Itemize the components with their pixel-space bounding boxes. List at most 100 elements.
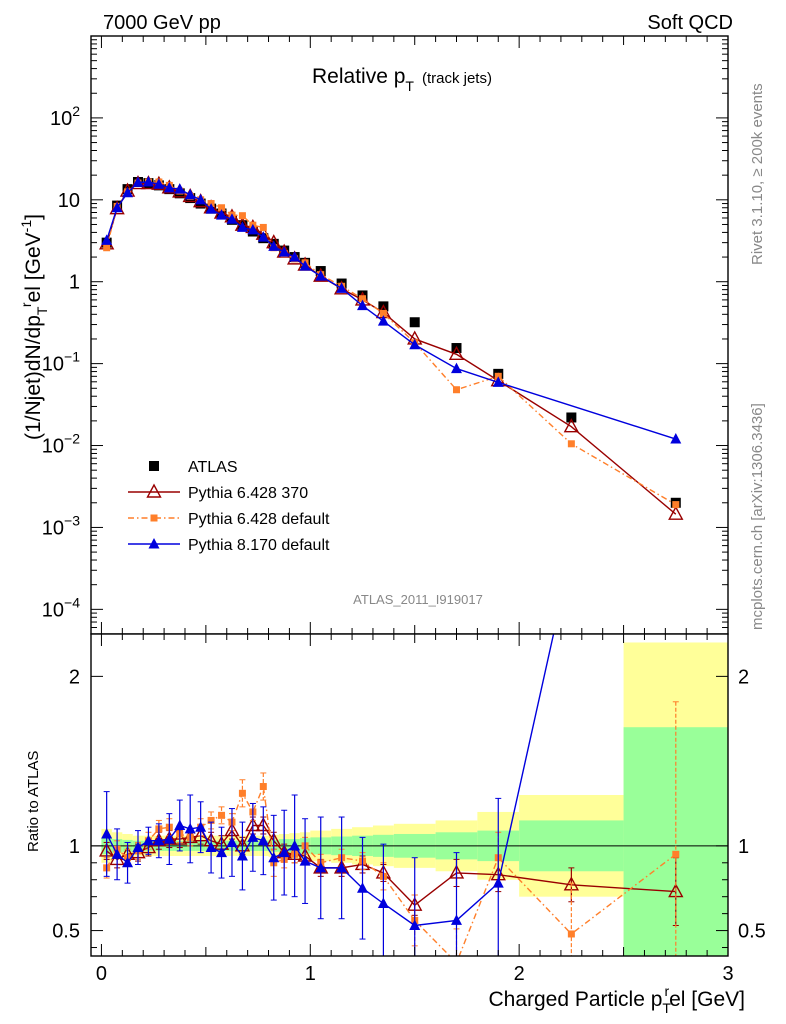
- data-point: [163, 181, 175, 193]
- ratio-point: [132, 841, 144, 853]
- ratio-point: [205, 841, 217, 853]
- legend-label: Pythia 8.170 default: [188, 537, 330, 554]
- ratio-point: [226, 836, 238, 847]
- ratio-point: [142, 834, 154, 846]
- data-point: [257, 231, 269, 242]
- legend: ATLAS Pythia 6.428 370 Pythia 6.428 defaul…: [128, 459, 330, 554]
- ratio-y-tick-label: 0.5: [52, 921, 80, 943]
- category-label: Soft QCD: [647, 12, 733, 34]
- data-point: [103, 244, 111, 252]
- ratio-point: [216, 846, 228, 858]
- data-point: [668, 505, 684, 520]
- data-point: [268, 240, 280, 251]
- data-point: [336, 282, 348, 293]
- data-point: [672, 501, 680, 509]
- y-tick-label: 10−2: [42, 431, 80, 458]
- ratio-point: [377, 897, 389, 908]
- legend-marker: [148, 538, 160, 549]
- ratio-series-layer: [98, 634, 684, 966]
- ratio-point: [672, 850, 680, 858]
- ratio-point: [259, 783, 267, 791]
- data-point: [111, 201, 123, 213]
- ratio-y-axis-label: Ratio to ATLAS: [25, 751, 42, 852]
- y-tick-label: 102: [50, 103, 80, 130]
- data-point: [289, 251, 301, 262]
- x-tick-label: 2: [514, 963, 525, 985]
- ratio-point: [278, 846, 290, 858]
- legend-entry-p8_default: Pythia 8.170 default: [128, 537, 330, 554]
- ratio-point: [450, 914, 462, 925]
- data-point: [315, 270, 327, 281]
- ratio-point: [357, 882, 369, 893]
- legend-label: Pythia 6.428 default: [188, 511, 330, 528]
- ratio-point: [289, 839, 301, 851]
- data-point: [278, 246, 290, 257]
- data-point: [567, 440, 575, 448]
- data-point: [216, 209, 228, 220]
- data-point: [566, 412, 577, 423]
- ratio-y-tick-label: 2: [69, 666, 80, 688]
- data-point: [184, 188, 196, 200]
- main-series-layer: [98, 175, 684, 520]
- y-tick-label: 10−3: [42, 512, 80, 539]
- data-point: [238, 212, 246, 220]
- ratio-frame: [90, 633, 729, 957]
- ratio-point: [268, 851, 280, 863]
- data-point: [357, 299, 369, 311]
- ratio-y-tick-label: 1: [69, 836, 80, 858]
- y-tick-label: 1: [69, 272, 80, 294]
- ratio-line-p8_default: [106, 634, 555, 927]
- x-axis-label: Charged Particle pTrel [GeV]: [488, 983, 745, 1016]
- ratio-point: [236, 850, 248, 861]
- ratio-point: [163, 833, 175, 844]
- data-point: [247, 223, 259, 235]
- chart-title: Relative pT (track jets): [312, 65, 492, 94]
- data-point: [174, 183, 186, 194]
- data-point: [195, 193, 207, 205]
- ratio-y-tick-label-right: 2: [738, 666, 749, 688]
- ratio-point: [122, 856, 134, 868]
- rivet-label: Rivet 3.1.10, ≥ 200k events: [749, 83, 766, 265]
- ratio-point: [247, 831, 259, 842]
- x-tick-label: 3: [722, 963, 733, 985]
- main-axes: 10−4 10−3 10−2 10−1 1 10 102: [42, 35, 729, 635]
- data-point: [218, 204, 226, 212]
- data-point: [236, 221, 248, 232]
- ratio-point: [153, 834, 165, 846]
- legend-entry-p6_default: Pythia 6.428 default: [128, 511, 330, 528]
- data-point: [563, 418, 580, 433]
- legend-entry-atlas: ATLAS: [149, 459, 238, 476]
- ratio-point: [315, 861, 327, 873]
- data-point: [205, 203, 217, 214]
- ratio-series-p8_default: [101, 634, 555, 956]
- ratio-point: [195, 821, 207, 832]
- ratio-point: [207, 816, 215, 824]
- data-point: [377, 315, 389, 326]
- ratio-y-tick-label-right: 1: [738, 836, 749, 858]
- ratio-point: [111, 848, 123, 859]
- ratio-point: [453, 959, 460, 966]
- main-y-axis-label: (1/Njet)dN/dpTrel [GeV-1]: [18, 214, 50, 440]
- ratio-panel: [91, 634, 728, 956]
- data-point: [153, 178, 165, 189]
- y-tick-label: 10−4: [42, 594, 80, 621]
- legend-label: Pythia 6.428 370: [188, 485, 308, 502]
- data-point: [132, 176, 144, 187]
- ratio-point: [238, 789, 246, 797]
- legend-label: ATLAS: [188, 459, 238, 476]
- ratio-point: [299, 855, 311, 866]
- legend-marker: [149, 461, 159, 471]
- ratio-axes: 0.5 0.5 1 1 2 2 0 1 2 3: [52, 633, 766, 985]
- ratio-point: [257, 834, 269, 846]
- data-point: [122, 186, 134, 198]
- data-point: [359, 295, 367, 303]
- data-point: [494, 372, 502, 380]
- series-p8_default: [101, 175, 682, 444]
- ratio-y-tick-label-right: 0.5: [738, 921, 766, 943]
- ratio-point: [336, 861, 348, 873]
- ratio-line-p6_default: [106, 783, 677, 956]
- data-point: [450, 362, 462, 374]
- ratio-point: [409, 919, 421, 930]
- ratio-point: [567, 930, 575, 938]
